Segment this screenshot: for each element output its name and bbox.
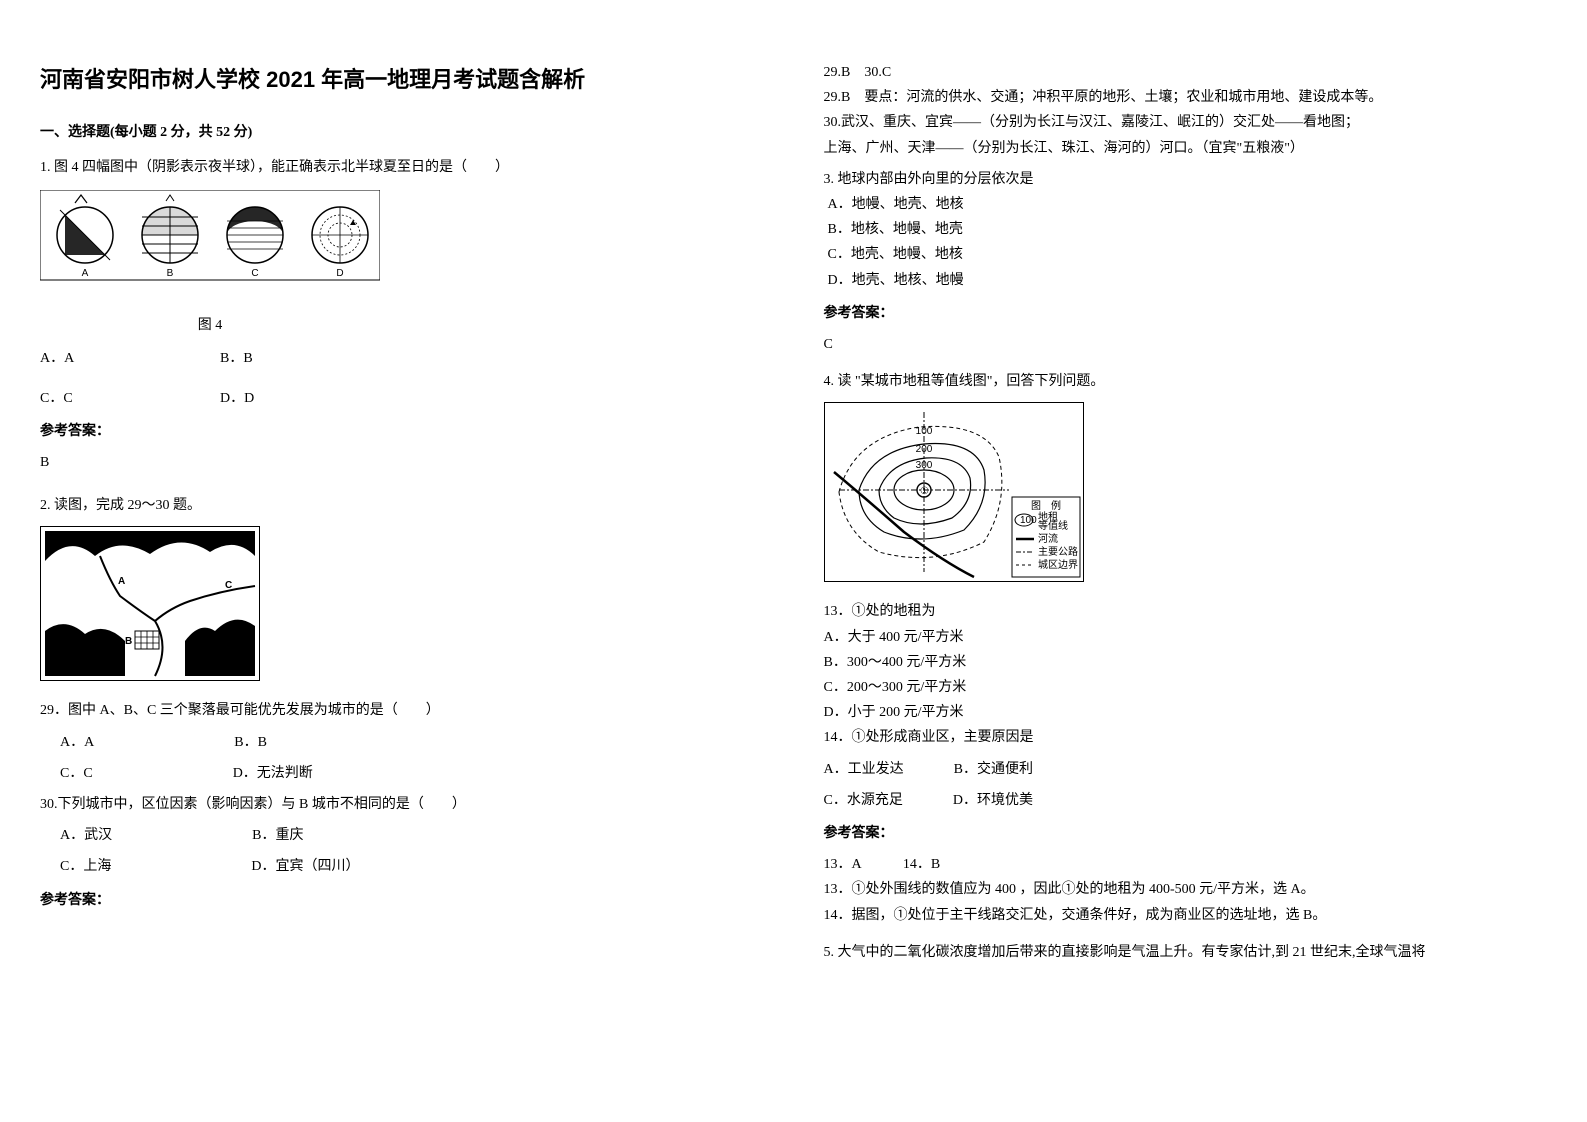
page-container: 河南省安阳市树人学校 2021 年高一地理月考试题含解析 一、选择题(每小题 2…: [40, 60, 1547, 977]
sq30-opt-d: D．宜宾（四川）: [251, 854, 359, 879]
sq14-opt-a: A．工业发达: [824, 757, 904, 782]
q4-answer-label: 参考答案：: [824, 821, 1548, 846]
q2-sq30-stem: 30.下列城市中，区位因素（影响因素）与 B 城市不相同的是（ ）: [40, 792, 764, 817]
q4-ans3: 14．据图，①处位于主干线路交汇处，交通条件好，成为商业区的选址地，选 B。: [824, 903, 1548, 928]
globe-label-a: A: [82, 268, 89, 279]
question-1: 1. 图 4 四幅图中（阴影表示夜半球），能正确表示北半球夏至日的是（ ） A: [40, 155, 764, 475]
q4-ans1: 13．A 14．B: [824, 852, 1548, 877]
globes-figure: A B: [40, 190, 380, 300]
sq29-opt-d: D．无法判断: [233, 761, 313, 786]
svg-text:城区边界: 城区边界: [1038, 559, 1078, 571]
q2-answer-label: 参考答案：: [40, 888, 764, 913]
sq30-opt-b: B．重庆: [252, 823, 303, 848]
q3-answer-label: 参考答案：: [824, 301, 1548, 326]
q4-sq14-stem: 14．①处形成商业区，主要原因是: [824, 725, 1548, 750]
q2-ans2: 29.B 要点：河流的供水、交通；冲积平原的地形、土壤；农业和城市用地、建设成本…: [824, 85, 1548, 110]
question-4: 4. 读 "某城市地租等值线图"，回答下列问题。 ① 100: [824, 369, 1548, 928]
q2-figure: A B C: [40, 526, 764, 690]
settlement-figure: A B C: [40, 526, 260, 681]
sq29-opt-a: A．A: [60, 730, 94, 755]
q2-ans3: 30.武汉、重庆、宜宾——（分别为长江与汉江、嘉陵江、岷江的）交汇处——看地图；: [824, 110, 1548, 135]
exam-title: 河南省安阳市树人学校 2021 年高一地理月考试题含解析: [40, 60, 764, 100]
q1-figure-caption: 图 4: [40, 313, 380, 338]
q3-opt-a: A．地幔、地壳、地核: [828, 192, 1548, 217]
q3-opt-d: D．地壳、地核、地幔: [828, 268, 1548, 293]
sq30-opt-c: C．上海: [60, 854, 111, 879]
svg-text:C: C: [225, 580, 232, 591]
sq29-opt-c: C．C: [60, 761, 93, 786]
q3-opt-c: C．地壳、地幔、地核: [828, 242, 1548, 267]
sq29-opt-b: B．B: [234, 730, 267, 755]
question-3: 3. 地球内部由外向里的分层依次是 A．地幔、地壳、地核 B．地核、地幔、地壳 …: [824, 167, 1548, 357]
sq13-opt-b: B．300～400 元/平方米: [824, 650, 1548, 675]
q4-figure: ① 100 200 300 图 例 100 地租 等值线: [824, 402, 1548, 591]
left-column: 河南省安阳市树人学校 2021 年高一地理月考试题含解析 一、选择题(每小题 2…: [40, 60, 764, 977]
q2-ans4: 上海、广州、天津——（分别为长江、珠江、海河的）河口。（宜宾"五粮液"）: [824, 136, 1548, 161]
svg-text:河流: 河流: [1038, 532, 1058, 545]
q5-stem: 5. 大气中的二氧化碳浓度增加后带来的直接影响是气温上升。有专家估计,到 21 …: [824, 940, 1548, 965]
svg-text:主要公路: 主要公路: [1038, 545, 1078, 558]
q2-ans1: 29.B 30.C: [824, 60, 1548, 85]
q1-options: A．A B．B C．C D．D: [40, 346, 764, 410]
svg-text:等值线: 等值线: [1038, 519, 1068, 532]
sq14-opt-b: B．交通便利: [954, 757, 1033, 782]
sq30-opt-a: A．武汉: [60, 823, 112, 848]
q1-opt-c: C．C: [40, 386, 160, 411]
q2-sq30-options: A．武汉 B．重庆 C．上海 D．宜宾（四川）: [40, 823, 764, 879]
q4-sq13-stem: 13．①处的地租为: [824, 599, 1548, 624]
svg-text:B: B: [125, 636, 132, 647]
right-column: 29.B 30.C 29.B 要点：河流的供水、交通；冲积平原的地形、土壤；农业…: [824, 60, 1548, 977]
q1-figure: A B: [40, 190, 764, 338]
question-2: 2. 读图，完成 29～30 题。 A: [40, 493, 764, 913]
sq13-opt-d: D．小于 200 元/平方米: [824, 700, 1548, 725]
q2-stem: 2. 读图，完成 29～30 题。: [40, 493, 764, 518]
q1-opt-b: B．B: [220, 346, 340, 371]
svg-text:A: A: [118, 576, 125, 587]
q1-answer-label: 参考答案：: [40, 419, 764, 444]
q1-opt-a: A．A: [40, 346, 160, 371]
sq13-opt-c: C．200～300 元/平方米: [824, 675, 1548, 700]
q1-answer: B: [40, 450, 764, 475]
q1-opt-d: D．D: [220, 386, 340, 411]
svg-text:图 例: 图 例: [1031, 499, 1061, 512]
globe-label-d: D: [336, 268, 343, 279]
globe-label-b: B: [167, 268, 174, 279]
svg-text:100: 100: [1020, 515, 1037, 526]
sq14-opt-d: D．环境优美: [953, 788, 1033, 813]
section-header: 一、选择题(每小题 2 分，共 52 分): [40, 120, 764, 145]
sq14-opt-c: C．水源充足: [824, 788, 903, 813]
q2-sq29-options: A．A B．B C．C D．无法判断: [40, 730, 764, 786]
q3-answer: C: [824, 332, 1548, 357]
question-5: 5. 大气中的二氧化碳浓度增加后带来的直接影响是气温上升。有专家估计,到 21 …: [824, 940, 1548, 965]
rent-contour-figure: ① 100 200 300 图 例 100 地租 等值线: [824, 402, 1084, 582]
globe-label-c: C: [251, 268, 258, 279]
q4-stem: 4. 读 "某城市地租等值线图"，回答下列问题。: [824, 369, 1548, 394]
q2-sq29-stem: 29．图中 A、B、C 三个聚落最可能优先发展为城市的是（ ）: [40, 698, 764, 723]
q3-opt-b: B．地核、地幔、地壳: [828, 217, 1548, 242]
sq13-opt-a: A．大于 400 元/平方米: [824, 625, 1548, 650]
q1-stem: 1. 图 4 四幅图中（阴影表示夜半球），能正确表示北半球夏至日的是（ ）: [40, 155, 764, 180]
q4-ans2: 13．①处外围线的数值应为 400 ，因此①处的地租为 400-500 元/平方…: [824, 877, 1548, 902]
q3-stem: 3. 地球内部由外向里的分层依次是: [824, 167, 1548, 192]
